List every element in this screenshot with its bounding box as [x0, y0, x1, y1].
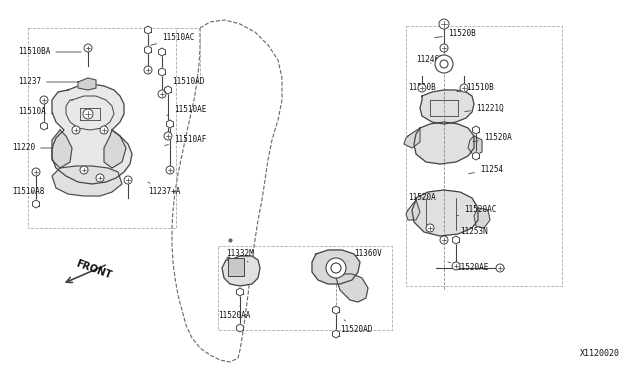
Circle shape — [331, 263, 341, 273]
Polygon shape — [312, 250, 360, 284]
Polygon shape — [468, 136, 482, 156]
Circle shape — [440, 44, 448, 52]
Text: 11237+A: 11237+A — [148, 182, 180, 196]
Circle shape — [100, 126, 108, 134]
Text: 11520B: 11520B — [435, 29, 476, 38]
Circle shape — [144, 66, 152, 74]
Circle shape — [440, 60, 448, 68]
Circle shape — [439, 19, 449, 29]
Circle shape — [32, 168, 40, 176]
Circle shape — [496, 264, 504, 272]
Text: 11510AF: 11510AF — [164, 135, 206, 145]
Polygon shape — [159, 48, 166, 56]
Polygon shape — [452, 236, 460, 244]
Text: FRONT: FRONT — [74, 259, 113, 281]
Text: 11510B: 11510B — [457, 83, 493, 93]
Polygon shape — [145, 26, 152, 34]
Polygon shape — [237, 288, 243, 296]
Circle shape — [326, 258, 346, 278]
Text: 11360V: 11360V — [349, 250, 381, 261]
Text: 11237: 11237 — [18, 77, 81, 87]
Circle shape — [84, 44, 92, 52]
Text: 11510BA: 11510BA — [18, 48, 81, 57]
Circle shape — [166, 166, 174, 174]
Circle shape — [96, 174, 104, 182]
Polygon shape — [145, 46, 152, 54]
Text: 11510AE: 11510AE — [166, 106, 206, 115]
Text: 11510B: 11510B — [408, 83, 436, 93]
Polygon shape — [336, 274, 368, 302]
Circle shape — [83, 109, 93, 119]
Circle shape — [435, 55, 453, 73]
Bar — [228, 258, 244, 276]
Text: 11221Q: 11221Q — [465, 103, 504, 112]
Text: 11520AA: 11520AA — [218, 306, 250, 321]
Circle shape — [164, 132, 172, 140]
Polygon shape — [412, 190, 478, 236]
Polygon shape — [414, 122, 474, 164]
Text: I1510A8: I1510A8 — [12, 187, 44, 196]
Polygon shape — [52, 84, 132, 184]
Polygon shape — [164, 86, 172, 94]
Polygon shape — [40, 122, 47, 130]
Polygon shape — [159, 68, 166, 76]
Polygon shape — [404, 128, 420, 148]
Text: 11510AC: 11510AC — [150, 33, 195, 45]
Polygon shape — [166, 120, 173, 128]
Text: 11510AD: 11510AD — [164, 77, 204, 87]
Circle shape — [460, 84, 468, 92]
Circle shape — [158, 90, 166, 98]
Text: 11332M: 11332M — [226, 250, 253, 262]
Text: 11246N: 11246N — [416, 55, 444, 64]
Polygon shape — [406, 200, 420, 220]
Text: 11253N: 11253N — [452, 228, 488, 238]
Polygon shape — [104, 130, 126, 168]
Text: 11520A: 11520A — [473, 134, 512, 142]
Circle shape — [124, 176, 132, 184]
Polygon shape — [333, 306, 339, 314]
Text: I1520AE: I1520AE — [448, 262, 488, 273]
Polygon shape — [222, 256, 260, 286]
Circle shape — [426, 224, 434, 232]
Polygon shape — [333, 330, 339, 338]
Polygon shape — [472, 126, 479, 134]
Polygon shape — [52, 166, 122, 196]
Circle shape — [452, 262, 460, 270]
Text: 11520AD: 11520AD — [340, 320, 372, 334]
Circle shape — [418, 84, 426, 92]
Circle shape — [72, 126, 80, 134]
Circle shape — [80, 166, 88, 174]
Text: I1254: I1254 — [468, 166, 503, 174]
Circle shape — [40, 96, 48, 104]
Polygon shape — [472, 152, 479, 160]
Circle shape — [440, 236, 448, 244]
Polygon shape — [78, 78, 96, 90]
Polygon shape — [474, 208, 490, 228]
Polygon shape — [52, 130, 72, 168]
Text: 11520AC: 11520AC — [456, 205, 497, 216]
Text: 11510A: 11510A — [18, 108, 53, 116]
Polygon shape — [420, 90, 474, 124]
Polygon shape — [237, 324, 243, 332]
Text: 11220: 11220 — [12, 144, 53, 153]
Polygon shape — [33, 200, 40, 208]
Text: X1120020: X1120020 — [580, 349, 620, 358]
Text: 11520A: 11520A — [408, 193, 436, 202]
